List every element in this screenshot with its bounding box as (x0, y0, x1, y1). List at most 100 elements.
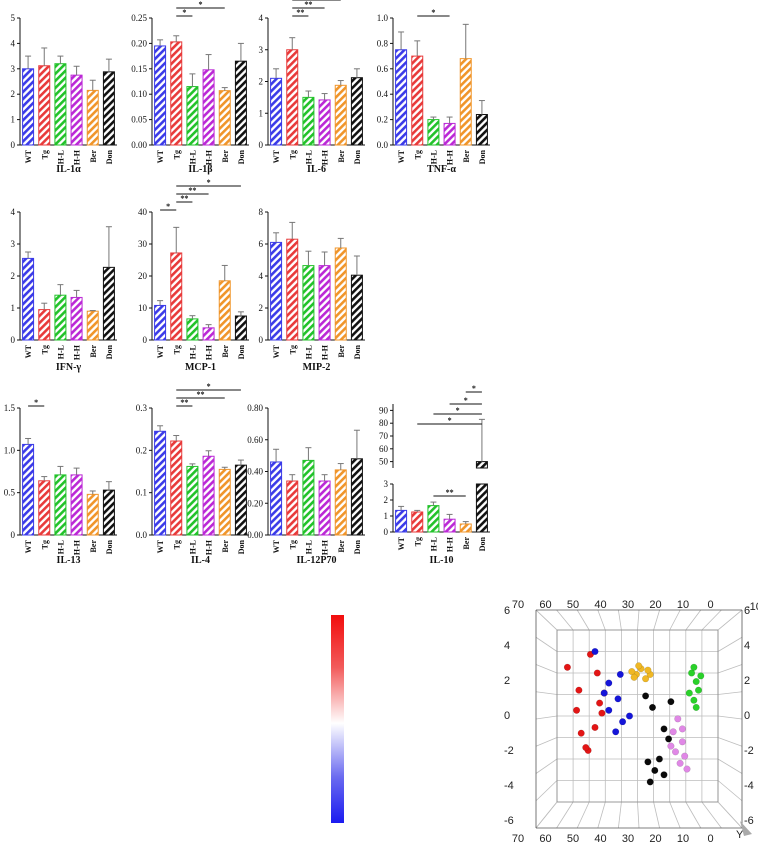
x-tick-label: WT (272, 344, 281, 358)
scatter-y-tick-left: -2 (504, 745, 514, 757)
x-tick-label: H-H (321, 149, 330, 165)
scatter-x-tick-top: 50 (567, 599, 579, 611)
grid-line (701, 801, 722, 829)
y-tick-label: 1.5 (4, 403, 16, 413)
scatter-y-tick-left: 4 (504, 640, 510, 652)
scatter-point-group-3 (642, 692, 650, 700)
scatter-x-tick-top: 70 (512, 599, 524, 611)
scatter-y-tick-right: -6 (744, 815, 754, 827)
y-tick-label: 0.00 (131, 140, 147, 150)
scatter-point-group-1 (600, 689, 608, 697)
scatter-x-tick-bottom: 30 (622, 833, 634, 845)
bar-Tg (170, 252, 183, 341)
grid-line (597, 609, 606, 631)
significance-label: * (315, 0, 319, 1)
scatter-y-tick-right: 2 (744, 675, 750, 687)
chart-9: 0.00 0.20 0.40 0.60 0.80 WT Tg H-L H-H Ber Don IL-1… (247, 403, 365, 566)
x-tick-label: WT (24, 539, 33, 553)
x-tick-label: Tg (413, 537, 422, 546)
scatter-point-group-5 (688, 669, 696, 677)
bar-WT (22, 257, 35, 341)
significance-label: ** (296, 8, 304, 17)
y-tick-label: 90 (379, 405, 389, 415)
x-tick-label: Ber (89, 540, 98, 553)
grid-line (576, 801, 590, 829)
y-tick-label: 70 (379, 431, 389, 441)
scatter-point-group-0 (575, 686, 583, 694)
x-tick-label: Ber (221, 540, 230, 553)
y-tick-label: 0 (259, 335, 264, 345)
grid-line (618, 801, 622, 829)
y-tick-label: 0.20 (131, 38, 147, 48)
bar-H-H (443, 122, 456, 146)
scatter-point-group-0 (591, 723, 599, 732)
y-tick-label: 1.0 (4, 445, 16, 455)
x-tick-label: H-L (304, 540, 313, 554)
scatter-x-tick-bottom: 50 (567, 833, 579, 845)
y-tick-label: 0.80 (247, 403, 263, 413)
grid-line (618, 609, 622, 631)
x-tick-label: H-L (56, 540, 65, 554)
grid-line (535, 780, 558, 802)
scatter-axis-label-y: Y (736, 829, 744, 841)
scatter-y-tick-left: 6 (504, 605, 510, 617)
x-tick-label: WT (272, 539, 281, 553)
grid-line (535, 801, 558, 829)
x-tick-label: Don (105, 344, 114, 359)
x-tick-label: H-L (56, 345, 65, 359)
chart-title: IFN-γ (56, 362, 82, 373)
significance-label: * (464, 396, 468, 405)
grid-line (576, 609, 590, 631)
y-tick-label: 3 (11, 64, 16, 74)
y-tick-label: 0.15 (131, 64, 147, 74)
y-tick-label: 2 (11, 271, 16, 281)
scatter-point-group-2 (635, 662, 643, 670)
grid-line (717, 715, 743, 720)
x-tick-label: WT (24, 149, 33, 163)
bar-H-L (427, 119, 440, 146)
y-tick-label: 0.0 (377, 140, 389, 150)
scatter-x-tick-bottom: 40 (594, 833, 606, 845)
scatter-x-tick-top: 30 (622, 599, 634, 611)
chart-title: IL-4 (191, 555, 210, 566)
chart-8: 0.00.10.20.3WT Tg H-L H-H Ber Don*****IL-4 (136, 382, 249, 566)
y-tick-label: 1 (11, 115, 16, 125)
grid-line (535, 664, 558, 674)
scatter-point-group-4 (683, 765, 691, 773)
x-tick-label: H-L (304, 345, 313, 359)
y-tick-label: 1 (384, 511, 389, 521)
bar-Tg (411, 55, 424, 146)
scatter-y-tick-right: 6 (744, 605, 750, 617)
y-tick-label: 3 (259, 45, 264, 55)
bar-H-H (318, 265, 331, 341)
y-tick-label: 10 (138, 303, 148, 313)
x-tick-label: Don (237, 149, 246, 164)
x-tick-label: Tg (172, 345, 181, 354)
bar-H-H (202, 327, 215, 341)
y-tick-label: 0 (143, 335, 148, 345)
grid-line (535, 715, 558, 720)
y-tick-label: 4 (259, 13, 264, 23)
x-tick-label: H-L (429, 150, 438, 164)
y-tick-label: 30 (138, 239, 148, 249)
chart-0: 0 1 2 3 4 5 WT Tg H-L H-H Ber Don IL-1α (11, 13, 117, 175)
y-tick-label: 0.25 (131, 13, 147, 23)
bar-Don-upper (475, 461, 488, 469)
scatter-point-group-0 (598, 709, 606, 717)
y-tick-label: 4 (11, 207, 16, 217)
y-tick-label: 3 (11, 239, 16, 249)
bar-H-H (70, 474, 83, 536)
scatter-point-group-3 (655, 755, 663, 763)
bar-Don (234, 464, 247, 536)
scatter-point-group-3 (648, 703, 657, 711)
scatter-point-group-2 (630, 673, 638, 681)
scatter-y-tick-left: -4 (504, 780, 514, 792)
significance-label: * (448, 416, 452, 425)
bar-Tg (38, 480, 51, 536)
significance-label: * (431, 8, 435, 17)
scatter-point-group-3 (667, 698, 675, 706)
y-tick-label: 0.6 (377, 64, 389, 74)
bar-Ber (218, 280, 231, 341)
x-tick-label: WT (397, 536, 406, 550)
chart-7: 0 0.5 1.0 1.5 WT Tg H-L H-H Ber Don * IL-13 (4, 398, 117, 566)
